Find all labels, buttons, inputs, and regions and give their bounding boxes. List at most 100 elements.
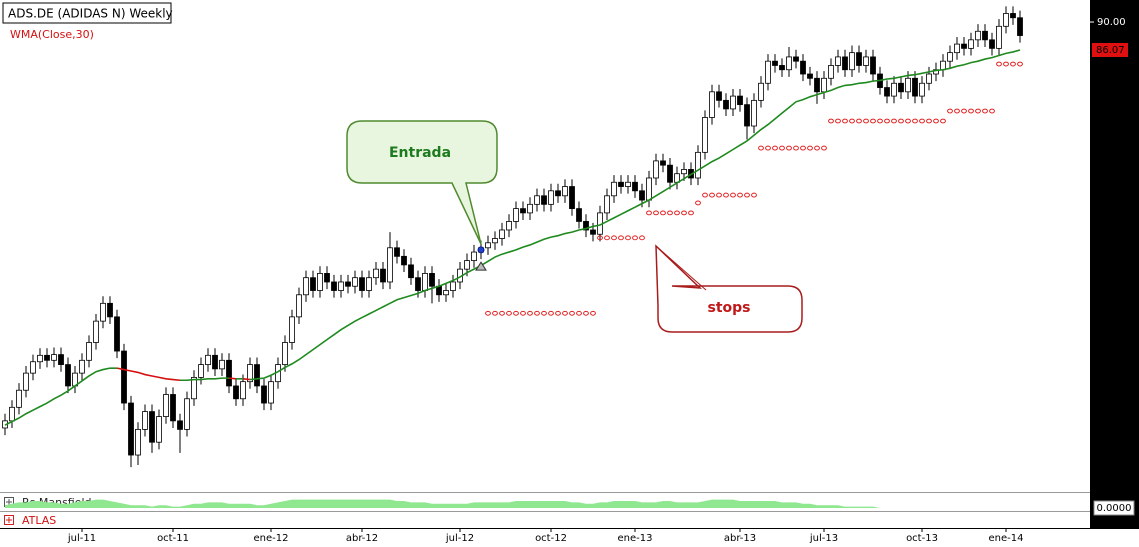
candle-body	[387, 247, 393, 283]
entrada-callout	[346, 120, 498, 245]
candle-body	[863, 56, 869, 66]
stop-marker	[849, 118, 855, 124]
x-tick-label: jul-13	[809, 533, 838, 544]
candle-body	[191, 377, 197, 400]
candle-body	[611, 181, 617, 197]
candle-body	[653, 160, 659, 179]
candle-body	[1010, 13, 1016, 19]
x-tick-label: oct-11	[157, 533, 189, 544]
stop-marker	[751, 192, 757, 198]
candle-body	[254, 364, 260, 387]
wma-line	[242, 378, 251, 381]
candle-body	[961, 43, 967, 49]
candle-body	[842, 56, 848, 71]
stop-marker	[884, 118, 890, 124]
candle-body	[835, 56, 841, 66]
stop-marker	[646, 210, 652, 216]
candle-body	[702, 117, 708, 153]
stop-marker	[891, 118, 897, 124]
wma-line	[116, 367, 181, 382]
stop-marker	[562, 310, 568, 316]
candle-body	[968, 39, 974, 49]
stop-marker	[653, 210, 659, 216]
stop-marker	[527, 310, 533, 316]
candle-body	[331, 281, 337, 291]
wma-line	[249, 49, 1021, 381]
candle-body	[562, 186, 568, 197]
candle-body	[604, 195, 610, 214]
candle-body	[44, 354, 50, 361]
stop-marker	[863, 118, 869, 124]
stop-marker	[716, 192, 722, 198]
stop-marker	[674, 210, 680, 216]
candle-body	[905, 77, 911, 93]
candle-body	[758, 82, 764, 101]
pane-toggle-icon	[6, 517, 12, 523]
stop-marker	[506, 310, 512, 316]
stop-marker	[835, 118, 841, 124]
candle-body	[660, 160, 666, 166]
candle-body	[415, 277, 421, 291]
candle-body	[205, 354, 211, 365]
candle-body	[814, 77, 820, 93]
candle-body	[695, 151, 701, 179]
stop-marker	[541, 310, 547, 316]
candle-body	[975, 30, 981, 41]
stop-marker	[709, 192, 715, 198]
price-axis	[1090, 0, 1139, 528]
stop-marker	[877, 118, 883, 124]
stop-marker	[968, 108, 974, 114]
x-tick-label: abr-12	[346, 533, 378, 544]
candle-body	[261, 385, 267, 404]
candle-body	[198, 364, 204, 378]
candle-body	[226, 359, 232, 387]
candle-body	[646, 177, 652, 201]
candle-body	[380, 268, 386, 283]
candle-body	[555, 190, 561, 197]
candle-body	[9, 406, 15, 422]
candle-body	[632, 181, 638, 192]
candle-body	[317, 273, 323, 291]
candle-body	[170, 394, 176, 422]
candle-body	[891, 82, 897, 97]
callout-pointer	[655, 245, 707, 291]
candle-body	[800, 60, 806, 75]
candle-body	[849, 52, 855, 71]
x-tick-label: jul-12	[445, 533, 474, 544]
candle-body	[121, 350, 127, 404]
stop-marker	[905, 118, 911, 124]
candle-body	[128, 402, 134, 456]
stop-marker	[1010, 61, 1016, 67]
stop-marker	[632, 235, 638, 241]
stop-marker	[667, 210, 673, 216]
candle-body	[401, 255, 407, 266]
stop-marker	[548, 310, 554, 316]
candle-body	[765, 60, 771, 84]
stop-marker	[926, 118, 932, 124]
candle-body	[576, 208, 582, 222]
wma-line	[228, 377, 237, 380]
wma-line	[180, 377, 229, 382]
candle-body	[583, 221, 589, 231]
stop-marker	[828, 118, 834, 124]
x-tick-label: ene-13	[618, 533, 653, 544]
candle-body	[548, 190, 554, 205]
stop-marker	[1003, 61, 1009, 67]
candle-body	[870, 56, 876, 75]
candle-body	[681, 169, 687, 175]
candle-body	[93, 320, 99, 343]
y-tick-label: 90.00	[1097, 17, 1126, 28]
candle-body	[429, 273, 435, 287]
stop-marker	[513, 310, 519, 316]
stop-marker	[947, 108, 953, 114]
stop-marker	[961, 108, 967, 114]
candle-body	[352, 277, 358, 287]
candle-body	[527, 203, 533, 214]
candle-body	[30, 361, 36, 374]
stop-marker	[583, 310, 589, 316]
candle-body	[289, 316, 295, 343]
stop-marker	[737, 192, 743, 198]
stop-marker	[688, 210, 694, 216]
stop-marker	[590, 310, 596, 316]
